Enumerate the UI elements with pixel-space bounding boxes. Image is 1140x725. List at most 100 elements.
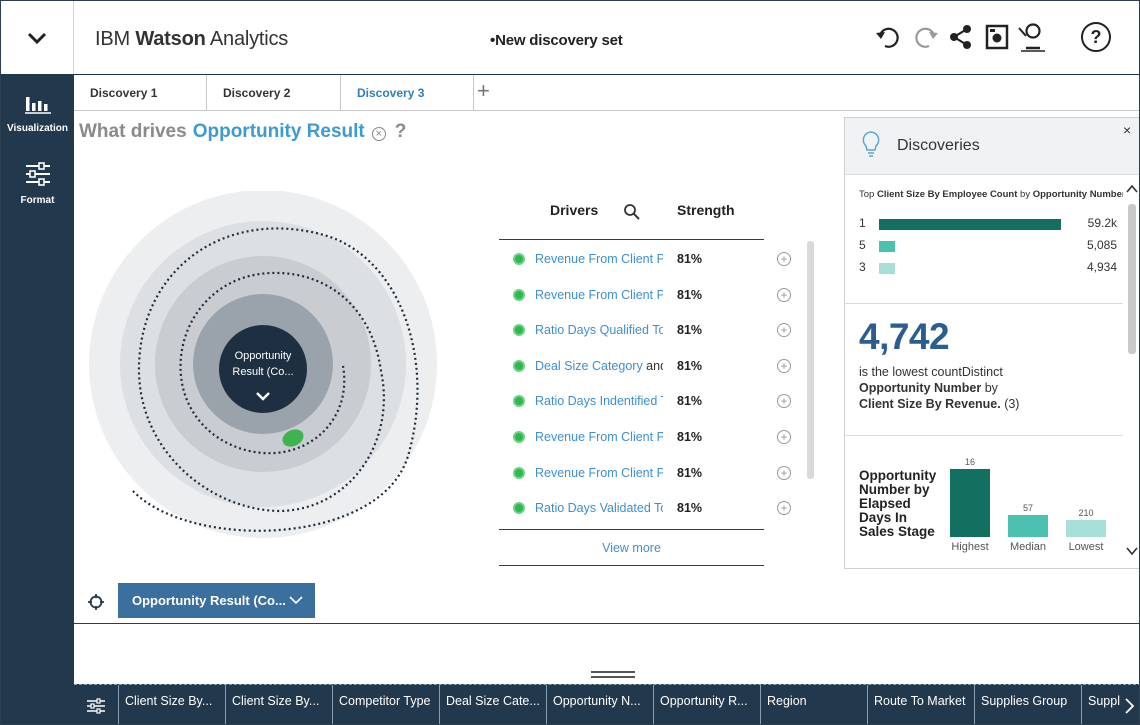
sidebar-item-format[interactable]: Format [1, 162, 74, 206]
bar-category-label: Lowest [1069, 541, 1104, 553]
driver-name-text: Ratio Days Qualified To [535, 323, 663, 337]
driver-dot[interactable] [513, 395, 525, 407]
tab-discovery-2[interactable]: Discovery 2 [207, 75, 341, 110]
add-driver-button[interactable]: + [777, 252, 791, 266]
question-help-button[interactable]: ? [394, 121, 407, 142]
clear-target-button[interactable]: × [371, 126, 386, 141]
driver-row: Revenue From Client Pa 81% + [513, 285, 798, 305]
add-driver-button[interactable]: + [777, 466, 791, 480]
driver-name[interactable]: Ratio Days Validated To [535, 501, 663, 515]
elapsed-days-chart: 16 Highest 57 Median 210 Lowest [950, 457, 1106, 553]
discovery-card-lowest[interactable]: 4,742 is the lowest countDistinct Opport… [845, 304, 1123, 436]
card-title: Top Client Size By Employee Count by Opp… [859, 189, 1123, 200]
chevron-down-icon[interactable] [1126, 546, 1138, 556]
field-bar-settings-button[interactable] [74, 685, 118, 724]
view-more-link[interactable]: View more [602, 541, 661, 555]
tab-discovery-1[interactable]: Discovery 1 [74, 75, 207, 110]
question-target[interactable]: Opportunity Result [192, 121, 365, 142]
field-chip[interactable]: Competitor Type [332, 685, 439, 724]
collaborate-button[interactable] [1015, 21, 1051, 53]
sidebar-item-visualization[interactable]: Visualization [1, 93, 74, 134]
chevron-down-icon[interactable] [256, 392, 270, 401]
core-label-line2: Result (Co... [232, 366, 294, 378]
driver-dot[interactable] [513, 360, 525, 372]
card-title: Opportunity Number by Elapsed Days In Sa… [859, 468, 937, 539]
add-driver-button[interactable]: + [777, 501, 791, 515]
field-chip[interactable]: Supplies Group [974, 685, 1081, 724]
driver-dot[interactable] [513, 502, 525, 514]
driver-name[interactable]: Revenue From Client Pa [535, 466, 663, 480]
chevron-right-icon[interactable] [1124, 697, 1136, 715]
title-by: by [1017, 189, 1033, 200]
driver-dot[interactable] [513, 324, 525, 336]
driver-name[interactable]: Revenue From Client Pa [535, 252, 663, 266]
spiral-core-label[interactable]: Opportunity Result (Co... [207, 348, 319, 380]
search-icon[interactable] [623, 203, 641, 221]
share-button[interactable] [943, 21, 979, 53]
add-tab-button[interactable]: + [477, 78, 490, 103]
discovery-card-elapsed-days[interactable]: Opportunity Number by Elapsed Days In Sa… [845, 436, 1123, 570]
field-chip[interactable]: Client Size By... [118, 685, 225, 724]
driver-dot[interactable] [513, 467, 525, 479]
redo-button[interactable] [907, 21, 943, 53]
target-selector-button[interactable]: Opportunity Result (Co... [118, 583, 315, 618]
chevron-up-icon[interactable] [1126, 184, 1138, 194]
driver-name[interactable]: Ratio Days Qualified To [535, 323, 663, 337]
drivers-scrollbar[interactable] [807, 241, 814, 479]
driver-name[interactable]: Revenue From Client Pa [535, 430, 663, 444]
add-driver-button[interactable]: + [777, 323, 791, 337]
bar-highest[interactable] [950, 469, 990, 537]
spiral-core[interactable] [219, 325, 307, 413]
driver-strength: 81% [677, 359, 703, 373]
insight-by: by [981, 381, 998, 395]
field-chip[interactable]: Opportunity R... [653, 685, 760, 724]
driver-blob[interactable] [280, 426, 307, 450]
add-driver-button[interactable]: + [777, 359, 791, 373]
field-chip[interactable]: Client Size By... [225, 685, 332, 724]
bar-lowest[interactable] [1066, 520, 1106, 537]
discovery-card-top-clients[interactable]: Top Client Size By Employee Count by Opp… [845, 176, 1123, 304]
field-chip[interactable]: Deal Size Cate... [439, 685, 546, 724]
driver-name[interactable]: Ratio Days Indentified T [535, 394, 663, 408]
title-field: Client Size By Employee Count [876, 189, 1018, 200]
field-chip[interactable]: Route To Market [867, 685, 974, 724]
field-chip[interactable]: Opportunity N... [546, 685, 653, 724]
save-button[interactable] [979, 21, 1015, 53]
discoveries-scrollbar[interactable] [1125, 184, 1139, 568]
insight-text: is the lowest countDistinct Opportunity … [859, 364, 1119, 412]
driver-row: Revenue From Client Pa 81% + [513, 427, 798, 447]
driver-dot[interactable] [513, 253, 525, 265]
driver-name-tail: and [646, 359, 663, 373]
crosshair-icon[interactable] [87, 593, 105, 611]
resize-grip[interactable] [591, 671, 635, 678]
add-driver-button[interactable]: + [777, 288, 791, 302]
document-title[interactable]: •New discovery set [490, 32, 623, 49]
undo-button[interactable] [871, 21, 907, 53]
tab-discovery-3[interactable]: Discovery 3 [341, 75, 474, 110]
content-divider [74, 623, 1139, 624]
driver-strength: 81% [677, 252, 703, 266]
driver-strength: 81% [677, 394, 703, 408]
help-button[interactable]: ? [1081, 22, 1111, 52]
scrollbar-thumb[interactable] [1128, 204, 1136, 354]
driver-dot[interactable] [513, 289, 525, 301]
driver-dot[interactable] [513, 431, 525, 443]
field-chip[interactable]: Suppl [1081, 685, 1124, 724]
field-chip[interactable]: Region [760, 685, 867, 724]
driver-name[interactable]: Deal Size Category and [535, 359, 663, 373]
chevron-down-icon [289, 596, 303, 605]
add-driver-button[interactable]: + [777, 394, 791, 408]
add-driver-button[interactable]: + [777, 430, 791, 444]
brand-suffix: Analytics [209, 28, 289, 50]
sliders-icon [87, 698, 105, 714]
driver-name-text: Revenue From Client Pa [535, 430, 663, 444]
header-bar: IBM Watson Analytics •New discovery set … [1, 1, 1139, 75]
driver-name[interactable]: Revenue From Client Pa [535, 288, 663, 302]
bar-chart-icon [24, 97, 51, 114]
app-menu-button[interactable] [1, 1, 74, 74]
drivers-bottom-divider [499, 529, 764, 530]
tab-label: Discovery 1 [90, 85, 158, 100]
field-bar: Client Size By... Client Size By... Comp… [74, 684, 1139, 724]
bar-median[interactable] [1008, 515, 1048, 537]
close-discoveries-button[interactable]: × [1123, 122, 1132, 138]
